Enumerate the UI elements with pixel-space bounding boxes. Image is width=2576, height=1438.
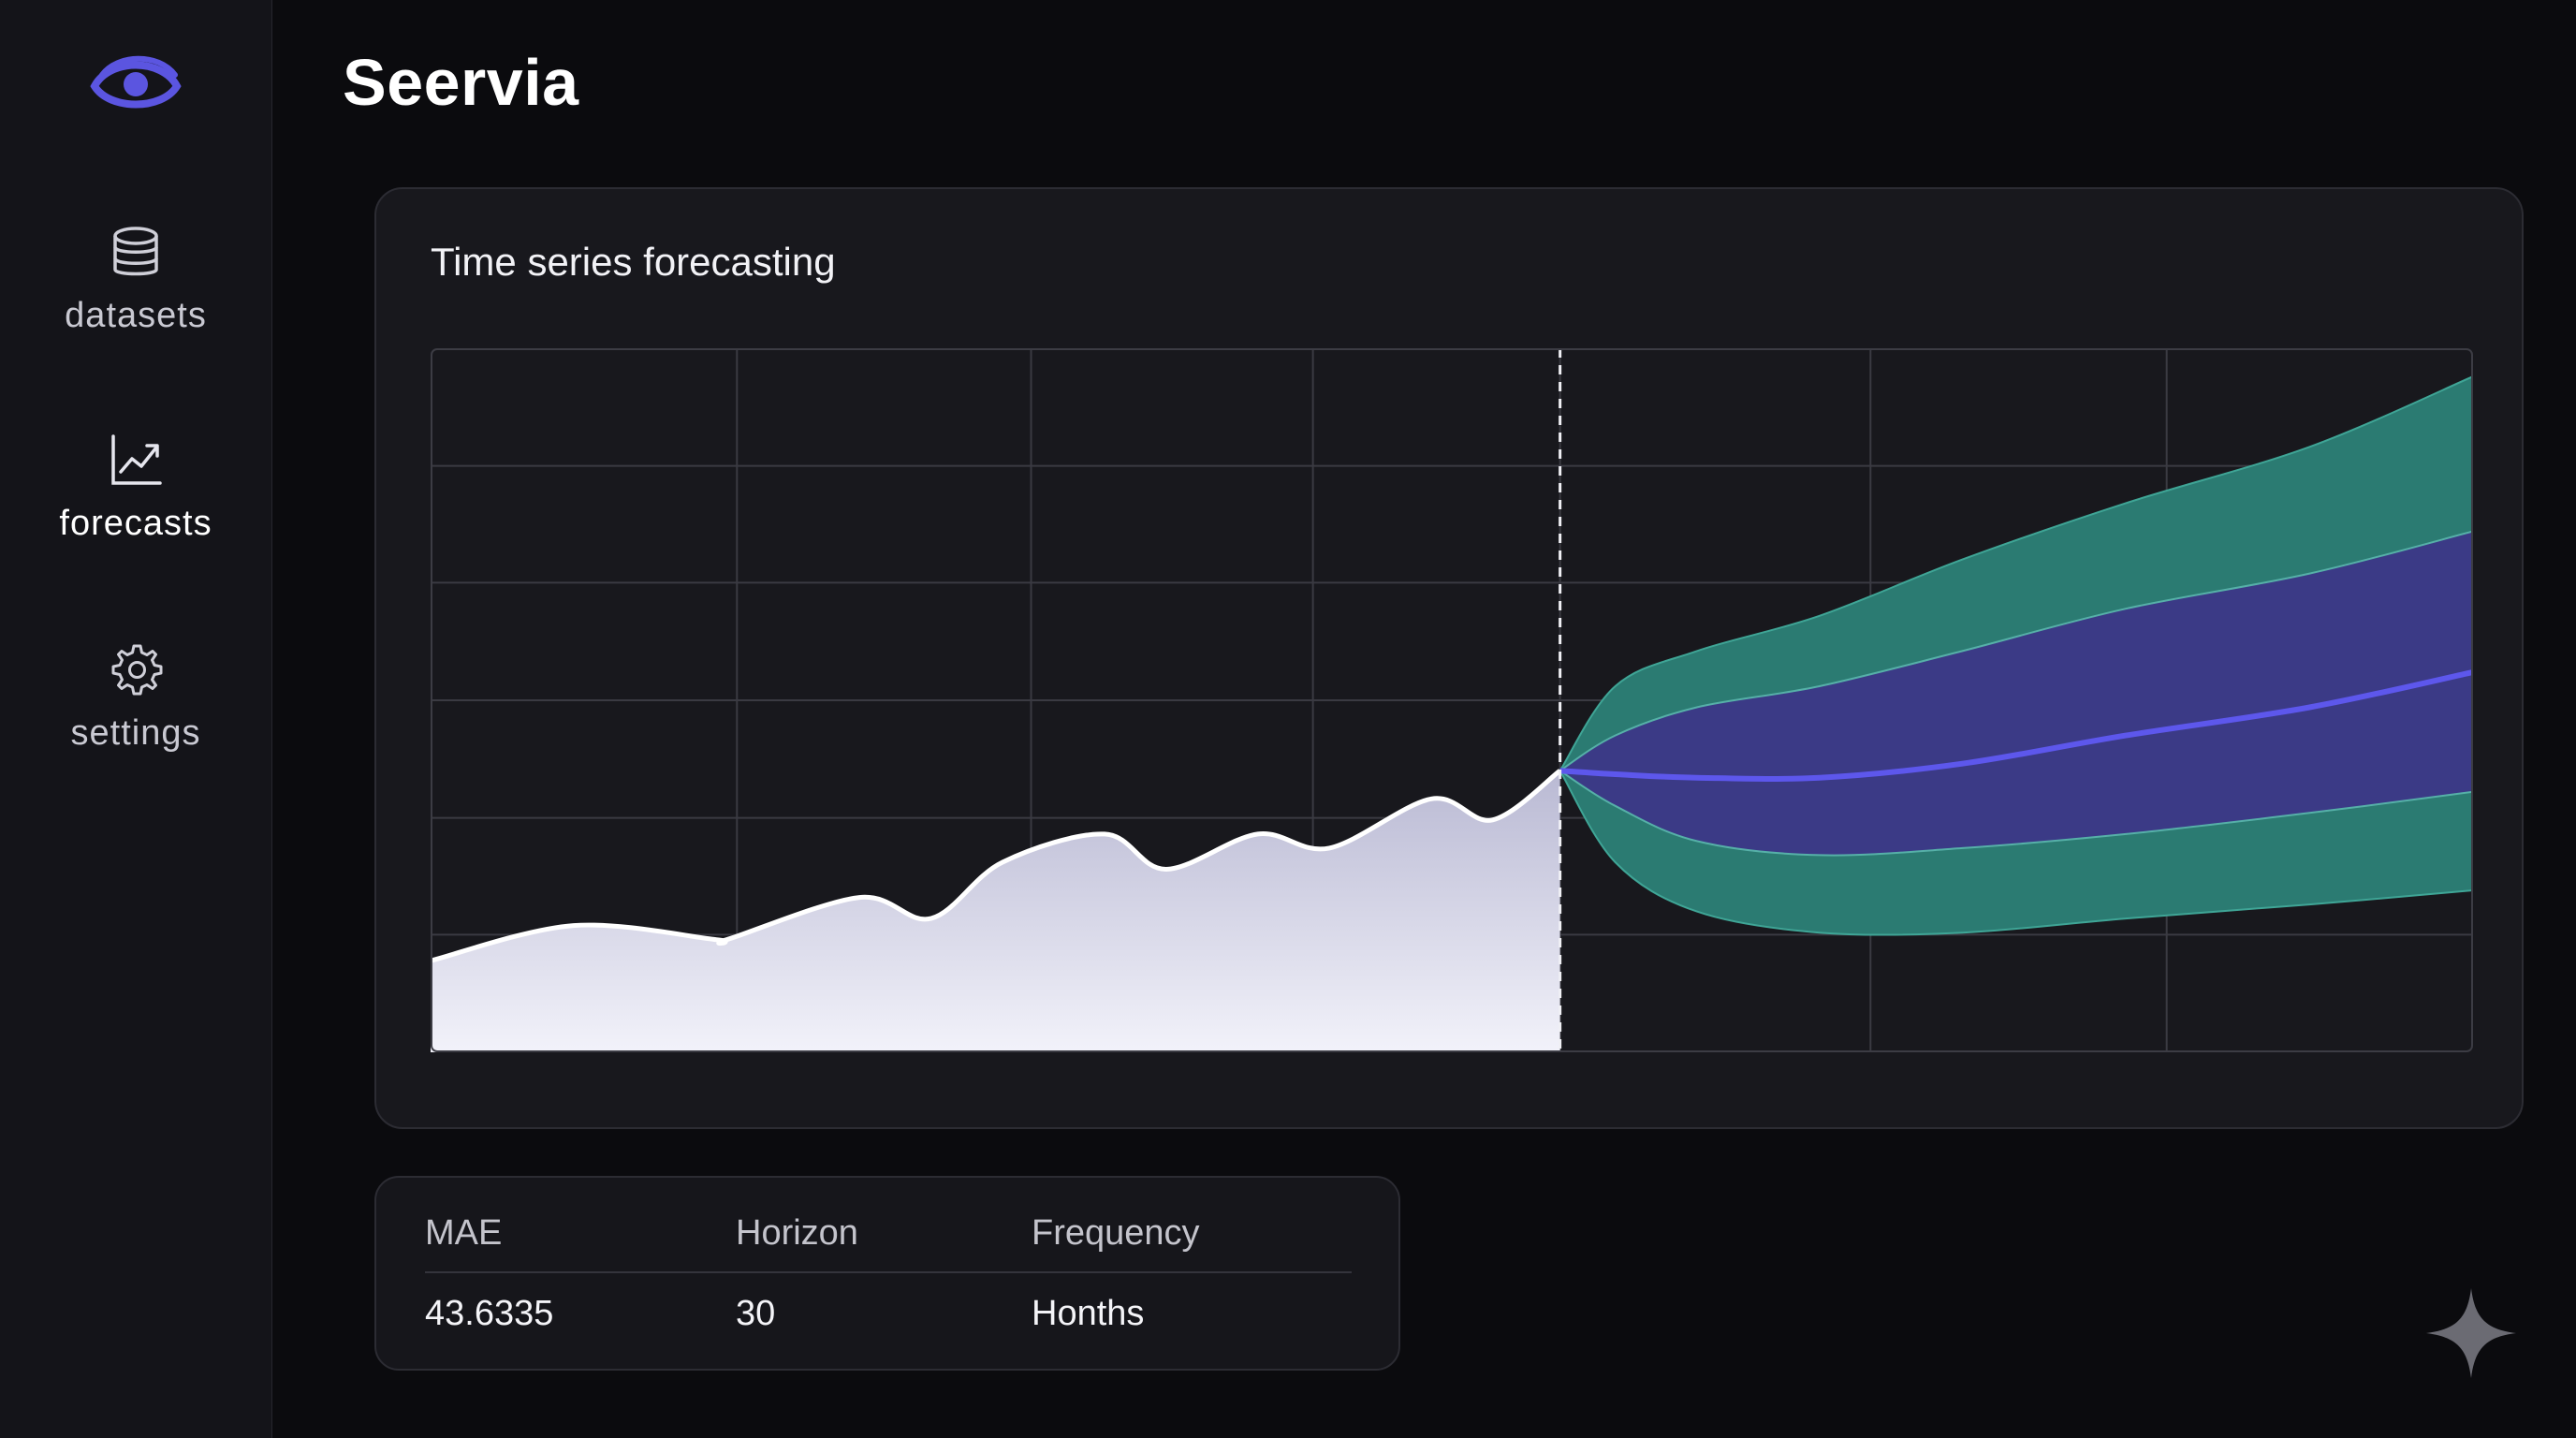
sidebar-item-datasets[interactable]: datasets xyxy=(0,223,271,373)
forecast-chart[interactable] xyxy=(431,348,2473,1052)
sidebar-item-settings[interactable]: settings xyxy=(0,640,271,790)
eye-logo-icon[interactable] xyxy=(89,47,183,122)
metric-label: Frequency xyxy=(1032,1213,1200,1253)
metric-value: 43.6335 xyxy=(425,1294,554,1333)
inner-interval-band xyxy=(1558,530,2473,857)
sidebar-item-label: settings xyxy=(70,713,201,753)
metric-value: Honths xyxy=(1032,1294,1145,1333)
sparkle-icon[interactable] xyxy=(2424,1286,2518,1380)
metric-value: 30 xyxy=(736,1294,776,1333)
gear-icon xyxy=(111,644,163,696)
forecast-chart-card: Time series forecasting xyxy=(374,187,2524,1129)
metrics-divider xyxy=(425,1271,1352,1273)
history-area xyxy=(431,770,1560,1052)
sidebar-item-label: forecasts xyxy=(59,504,212,543)
sidebar-item-forecasts[interactable]: forecasts xyxy=(0,431,271,580)
metric-label: MAE xyxy=(425,1213,503,1253)
forecast-line xyxy=(1559,668,2473,782)
metric-label: Horizon xyxy=(736,1213,858,1253)
chart-frame xyxy=(431,348,2473,1052)
metrics-card: MAE 43.6335 Horizon 30 Frequency Honths xyxy=(374,1176,1400,1371)
chart-title: Time series forecasting xyxy=(431,240,836,284)
history-line xyxy=(431,769,1562,963)
database-icon xyxy=(113,227,158,276)
sidebar-item-label: datasets xyxy=(65,296,207,335)
app-title: Seervia xyxy=(343,46,579,119)
trend-chart-icon xyxy=(111,434,162,485)
sidebar: datasets forecasts settings xyxy=(0,0,272,1438)
